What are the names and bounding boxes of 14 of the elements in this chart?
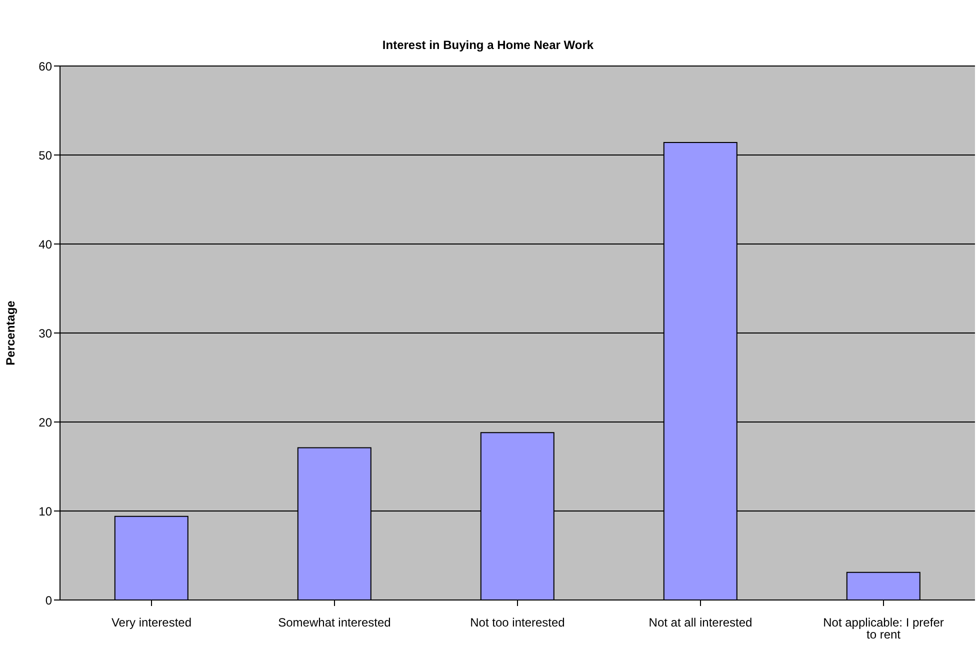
y-tick-label: 30 xyxy=(38,326,52,340)
y-tick-label: 10 xyxy=(38,504,52,518)
y-tick-label: 0 xyxy=(45,593,52,608)
x-tick-label: Somewhat interested xyxy=(278,616,391,630)
x-tick-label: Not applicable: I prefer to rent xyxy=(823,616,944,642)
x-tick-label: Not too interested xyxy=(470,616,565,630)
y-tick-label: 20 xyxy=(38,415,52,430)
x-tick-label: Very interested xyxy=(111,616,192,630)
y-tick-label: 60 xyxy=(38,59,52,74)
y-tick-label: 40 xyxy=(38,237,52,252)
y-axis-title: Percentage xyxy=(3,300,18,366)
x-tick-label: Not at all interested xyxy=(648,616,752,630)
chart-title: Interest in Buying a Home Near Work xyxy=(381,38,595,52)
y-tick-label: 50 xyxy=(38,148,52,162)
